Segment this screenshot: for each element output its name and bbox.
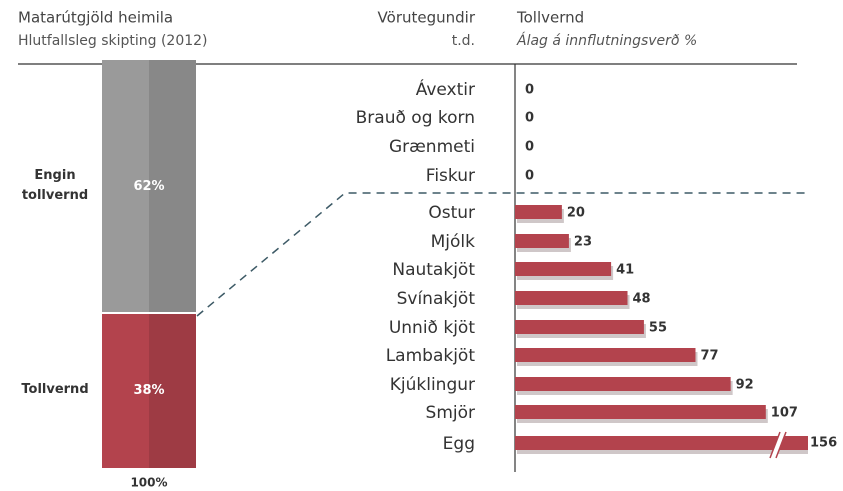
value-label: 156 [810, 436, 837, 451]
category-title: Vörutegundir [378, 9, 476, 27]
bar [515, 291, 628, 305]
value-label: 48 [633, 292, 651, 307]
segment-shade [149, 312, 196, 468]
value-label: 77 [700, 349, 718, 364]
value-label: 23 [574, 235, 592, 250]
category-label: Brauð og korn [356, 108, 475, 128]
value-label: 0 [525, 83, 534, 98]
value-label: 41 [616, 263, 634, 278]
bar [515, 262, 612, 276]
value-label: 55 [649, 321, 667, 336]
bar [515, 348, 696, 362]
subtitle: Hlutfallsleg skipting (2012) [18, 33, 208, 49]
value-label: 0 [525, 140, 534, 155]
category-label: Kjúklingur [390, 375, 475, 395]
bar [515, 436, 808, 450]
category-label: Egg [443, 434, 475, 454]
value-label: 107 [771, 406, 798, 421]
axis-break [775, 431, 787, 459]
bar [515, 205, 562, 219]
connector [196, 192, 805, 317]
category-label: Unnið kjöt [389, 318, 475, 338]
category-label: Ávextir [416, 78, 475, 100]
category-label: Mjólk [431, 232, 476, 252]
value-label: 62% [133, 179, 164, 194]
category-label: Lambakjöt [386, 346, 476, 366]
category-subtitle: t.d. [452, 33, 475, 49]
category-label: Smjör [426, 403, 475, 423]
segment-name: Tollvernd [21, 382, 89, 398]
value-label: 92 [736, 378, 754, 393]
bar [515, 320, 644, 334]
title: Matarútgjöld heimila [18, 9, 173, 27]
segment-name: Engin tollvernd [21, 168, 89, 204]
category-label: Ostur [428, 203, 475, 223]
axis-break [769, 431, 781, 459]
value-label: 38% [133, 383, 164, 398]
value-label: 0 [525, 111, 534, 126]
segment-shade [149, 60, 196, 313]
subtitle: Álag á innflutningsverð % [516, 32, 697, 49]
category-label: Fiskur [426, 166, 475, 186]
total-label: 100% [130, 476, 167, 490]
category-label: Grænmeti [389, 137, 475, 157]
value-label: 20 [567, 206, 585, 221]
bar [515, 405, 766, 419]
axis-break [770, 432, 786, 458]
category-label: Svínakjöt [397, 289, 476, 309]
bar [515, 377, 731, 391]
bars [515, 205, 808, 454]
category-label: Nautakjöt [392, 260, 475, 280]
value-label: 0 [525, 169, 534, 184]
title: Tollvernd [516, 9, 584, 27]
bar [515, 234, 569, 248]
